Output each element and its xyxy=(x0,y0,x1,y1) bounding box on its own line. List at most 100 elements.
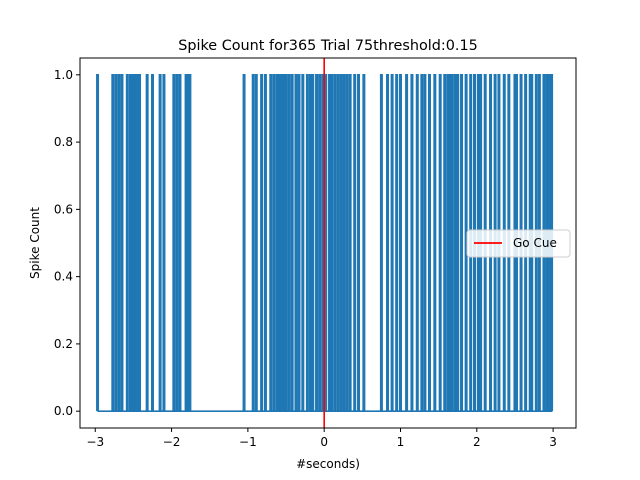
spike-mark-0 xyxy=(96,74,100,412)
y-axis-ticks: 0.0 0.2 0.4 0.6 0.8 1.0 xyxy=(54,68,80,418)
spike-mark-16 xyxy=(175,74,179,412)
spike-mark-11 xyxy=(145,74,149,412)
legend-box xyxy=(466,229,571,258)
spike-mark-22 xyxy=(251,74,255,412)
legend-go-cue-label: Go Cue xyxy=(513,236,557,250)
spike-mark-13 xyxy=(158,74,162,412)
spike-mark-29 xyxy=(277,74,281,412)
spike-mark-66 xyxy=(427,74,431,412)
spike-mark-8 xyxy=(133,74,137,412)
spike-mark-60 xyxy=(398,74,402,412)
spike-mark-54 xyxy=(357,74,361,412)
spike-mark-59 xyxy=(395,74,399,412)
spike-mark-14 xyxy=(162,74,166,412)
x-tick-label-2: −1 xyxy=(239,435,257,449)
spike-mark-34 xyxy=(290,74,294,412)
spike-mark-67 xyxy=(433,74,437,412)
spike-mark-75 xyxy=(460,74,464,412)
spike-mark-57 xyxy=(386,74,390,412)
spike-mark-5 xyxy=(125,74,129,412)
spike-mark-35 xyxy=(294,74,298,412)
spike-mark-31 xyxy=(282,74,286,412)
spike-mark-48 xyxy=(336,74,340,412)
spike-mark-64 xyxy=(420,74,424,412)
y-tick-label-1: 0.2 xyxy=(54,337,73,351)
spike-mark-6 xyxy=(128,74,132,412)
spike-mark-36 xyxy=(297,74,301,412)
y-tick-label-3: 0.6 xyxy=(54,202,73,216)
spike-mark-71 xyxy=(448,74,452,412)
spike-mark-52 xyxy=(348,74,352,412)
spike-mark-25 xyxy=(263,74,267,412)
spike-mark-23 xyxy=(254,74,258,412)
spike-mark-32 xyxy=(284,74,288,412)
x-axis-ticks: −3 −2 −1 0 1 2 3 xyxy=(86,428,557,449)
y-tick-label-0: 0.0 xyxy=(54,404,73,418)
spike-mark-40 xyxy=(311,74,315,412)
spike-mark-58 xyxy=(390,74,394,412)
x-tick-label-3: 0 xyxy=(320,435,328,449)
spike-mark-37 xyxy=(301,74,305,412)
spike-mark-41 xyxy=(315,74,319,412)
spike-mark-73 xyxy=(453,74,457,412)
spike-mark-3 xyxy=(117,74,121,412)
spike-mark-70 xyxy=(446,74,450,412)
x-axis-label: #seconds) xyxy=(296,457,360,471)
spike-mark-45 xyxy=(328,74,332,412)
spike-mark-28 xyxy=(275,74,279,412)
spike-mark-10 xyxy=(138,74,142,412)
y-tick-label-5: 1.0 xyxy=(54,68,73,82)
chart-title: Spike Count for365 Trial 75threshold:0.1… xyxy=(178,38,478,54)
spike-mark-50 xyxy=(342,74,346,412)
spike-mark-44 xyxy=(324,74,328,412)
spike-mark-39 xyxy=(308,74,312,412)
legend: Go Cue xyxy=(466,229,571,258)
spike-mark-72 xyxy=(450,74,454,412)
spike-mark-49 xyxy=(339,74,343,412)
spike-mark-42 xyxy=(318,74,322,412)
spike-mark-9 xyxy=(135,74,139,412)
spike-mark-7 xyxy=(131,74,135,412)
spike-mark-15 xyxy=(172,74,176,412)
spike-mark-63 xyxy=(415,74,419,412)
spike-mark-30 xyxy=(279,74,283,412)
x-tick-label-0: −3 xyxy=(86,435,104,449)
x-tick-label-6: 3 xyxy=(549,435,557,449)
spike-mark-69 xyxy=(443,74,447,412)
spike-mark-53 xyxy=(353,74,357,412)
spike-mark-2 xyxy=(114,74,118,412)
spike-mark-21 xyxy=(242,74,246,412)
y-tick-label-2: 0.4 xyxy=(54,270,73,284)
x-tick-label-4: 1 xyxy=(397,435,405,449)
x-tick-label-1: −2 xyxy=(163,435,181,449)
spike-mark-18 xyxy=(184,74,188,412)
spike-mark-61 xyxy=(405,74,409,412)
spike-mark-56 xyxy=(379,74,383,412)
spike-mark-12 xyxy=(150,74,154,412)
spike-mark-26 xyxy=(269,74,273,412)
spike-mark-43 xyxy=(321,74,325,412)
spike-mark-62 xyxy=(410,74,414,412)
spike-mark-24 xyxy=(260,74,264,412)
series-layer xyxy=(96,74,554,412)
spike-mark-74 xyxy=(456,74,460,412)
plot-area xyxy=(79,57,577,429)
spike-mark-1 xyxy=(111,74,115,412)
spike-mark-38 xyxy=(305,74,309,412)
spike-mark-68 xyxy=(438,74,442,412)
spike-mark-27 xyxy=(272,74,276,412)
spike-mark-51 xyxy=(345,74,349,412)
x-tick-label-5: 2 xyxy=(473,435,481,449)
y-tick-label-4: 0.8 xyxy=(54,135,73,149)
spike-mark-65 xyxy=(423,74,427,412)
spike-mark-33 xyxy=(287,74,291,412)
spike-mark-55 xyxy=(362,74,366,412)
spike-mark-17 xyxy=(178,74,182,412)
spike-mark-4 xyxy=(120,74,124,412)
spike-mark-20 xyxy=(188,74,192,412)
y-axis-label: Spike Count xyxy=(28,207,42,279)
spike-mark-47 xyxy=(333,74,337,412)
axes-frame xyxy=(79,57,577,429)
spike-mark-46 xyxy=(330,74,334,412)
